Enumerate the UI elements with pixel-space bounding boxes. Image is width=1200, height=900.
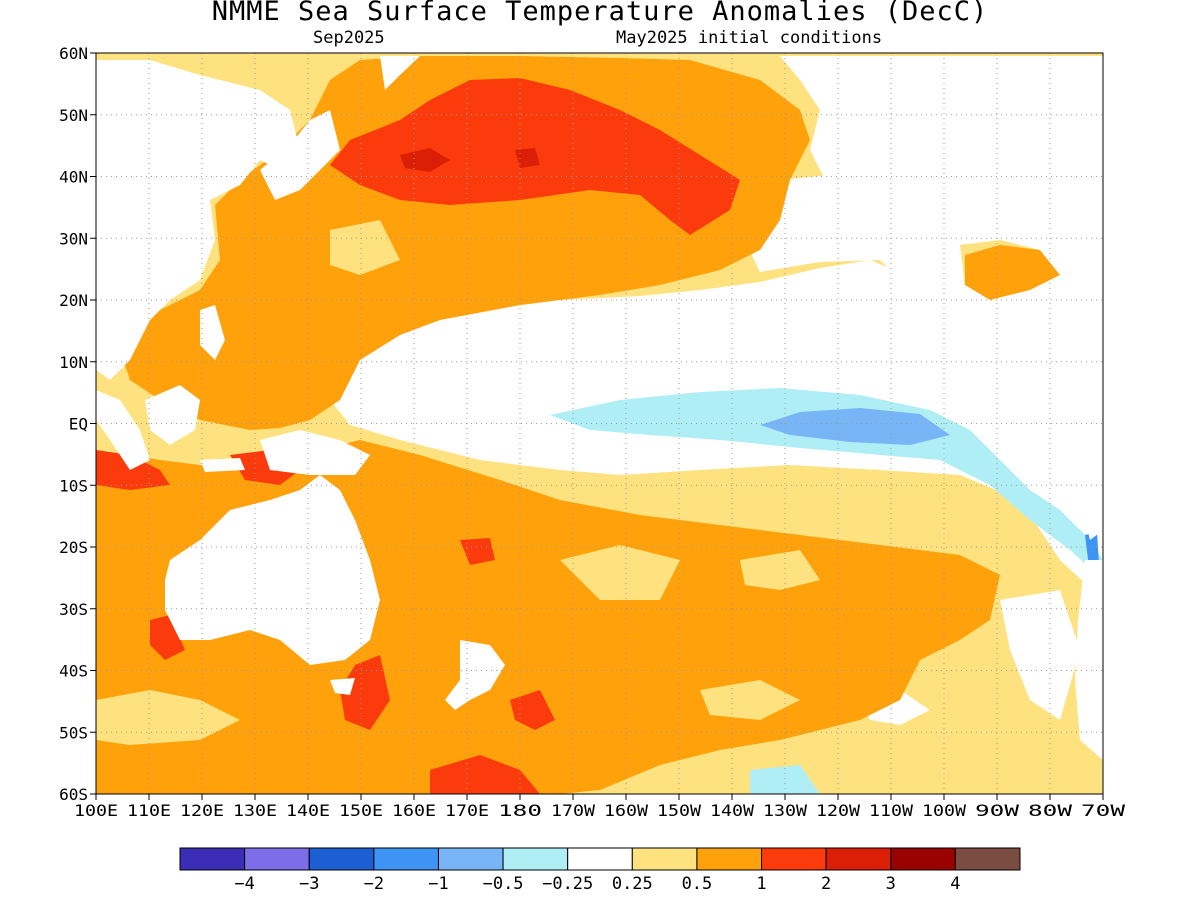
red-sw-pacific-patch: [510, 690, 555, 730]
land-south-america-north: [1050, 370, 1103, 540]
lat-tick-label: 30S: [59, 600, 88, 619]
neg-0-5-cold-core: [760, 408, 950, 445]
colorbar-label: 2: [821, 874, 831, 894]
colorbar-label: 3: [886, 874, 896, 894]
lon-tick-label: 140E: [286, 801, 330, 820]
lat-tick-label: 60S: [59, 785, 88, 804]
lat-tick-label: 10N: [59, 353, 88, 372]
lat-tick-label: 20S: [59, 538, 88, 557]
colorbar-swatch: [437, 847, 504, 871]
land-java: [200, 458, 245, 472]
lon-tick-label: 160E: [392, 801, 436, 820]
lon-tick-label: 140W: [710, 801, 754, 820]
colorbar-swatch: [308, 847, 375, 871]
colorbar-label: 0.25: [612, 874, 653, 894]
lon-tick-label: 110W: [869, 801, 913, 820]
red-west-australia-patch: [150, 615, 185, 660]
colorbar-swatch: [631, 847, 698, 871]
colorbar-swatch: [373, 847, 439, 871]
lon-tick-label: 130E: [233, 801, 277, 820]
lat-tick-label: 40S: [59, 662, 88, 681]
land-kamchatka: [380, 56, 420, 90]
lon-tick-label: 160W: [604, 801, 648, 820]
yellow-north-patch: [330, 220, 400, 275]
lon-tick-label: 70W: [1081, 801, 1126, 820]
yellow-south-patch-3: [700, 680, 800, 720]
lon-tick-label: 90W: [975, 801, 1020, 820]
colorbar-swatch: [954, 847, 1021, 871]
yellow-south-patch-1: [96, 690, 240, 745]
longitude-axis: 100E 110E 120E 130E 140E 150E 160E 170E 180 170W 1…: [74, 794, 1126, 820]
colorbar-swatch: [179, 847, 246, 871]
darkred-patch-1: [400, 148, 450, 172]
latitude-axis: 60N 50N 40N 30N 20N 10N EQ 10S 20S 30S 40S 50S 60S: [59, 44, 96, 804]
lon-tick-label: 150E: [339, 801, 383, 820]
lon-tick-label: 170E: [445, 801, 489, 820]
land-north-america: [690, 56, 1103, 380]
white-patch-4: [1000, 590, 1080, 720]
land-japan: [260, 110, 340, 200]
colorbar-label: 4: [950, 874, 960, 894]
lat-tick-label: EQ: [69, 415, 88, 434]
colorbar-swatch: [890, 847, 956, 871]
land-south-america-south: [1075, 560, 1103, 760]
lat-tick-label: 60N: [59, 44, 88, 63]
lon-tick-label: 100E: [74, 801, 118, 820]
lon-tick-label: 180: [498, 801, 542, 820]
lon-tick-label: 100W: [922, 801, 966, 820]
yellow-south-patch-2: [560, 545, 680, 600]
map-title: NMME Sea Surface Temperature Anomalies (…: [211, 0, 989, 27]
red-small-patch: [460, 538, 495, 565]
land-sumatra: [96, 390, 150, 470]
lat-tick-label: 10S: [59, 476, 88, 495]
red-tasman-patch: [340, 655, 390, 730]
land-tasmania: [330, 678, 355, 695]
lon-tick-label: 170W: [551, 801, 595, 820]
map-gridlines: [96, 53, 1103, 794]
lon-tick-label: 130W: [763, 801, 807, 820]
colorbar: −4 −3 −2 −1 −0.5 −0.25 0.25 0.5 1 2 3 4: [179, 847, 1021, 894]
neg-0-25-south-patch: [750, 765, 820, 794]
red-south-patch: [430, 755, 540, 794]
neg-0-25-equatorial-tongue: [550, 388, 1103, 580]
darkred-patch-2: [515, 148, 540, 168]
lon-tick-label: 150W: [657, 801, 701, 820]
colorbar-label: −2: [364, 874, 384, 894]
yellow-south-patch-4: [740, 550, 820, 590]
colorbar-label: −0.5: [483, 874, 524, 894]
lat-tick-label: 40N: [59, 168, 88, 187]
lat-tick-label: 50S: [59, 723, 88, 742]
colorbar-label: 0.5: [682, 874, 713, 894]
colorbar-label: −4: [234, 874, 254, 894]
land-new-guinea: [260, 430, 370, 475]
initial-conditions-label: May2025 initial conditions: [616, 28, 883, 48]
lon-tick-label: 120W: [816, 801, 860, 820]
land-australia: [165, 475, 380, 665]
colorbar-swatch: [761, 847, 827, 871]
colorbar-swatch: [696, 847, 763, 871]
lon-tick-label: 80W: [1028, 801, 1073, 820]
colorbar-swatch: [567, 847, 633, 871]
colorbar-label: 1: [756, 874, 766, 894]
colorbar-label: −1: [428, 874, 448, 894]
colorbar-swatch: [502, 847, 569, 871]
colorbar-label: −0.25: [542, 874, 593, 894]
lon-tick-label: 120E: [180, 801, 224, 820]
valid-month-label: Sep2025: [313, 28, 385, 48]
land-borneo: [145, 385, 200, 445]
land-new-zealand: [445, 640, 505, 710]
white-east-region: [1000, 320, 1103, 520]
lon-tick-label: 110E: [127, 801, 171, 820]
orange-gulf-of-mexico: [965, 245, 1060, 300]
lat-tick-label: 30N: [59, 229, 88, 248]
colorbar-swatch: [244, 847, 310, 871]
lat-tick-label: 20N: [59, 291, 88, 310]
land-philippines: [200, 305, 225, 360]
map-field: [96, 53, 1103, 794]
colorbar-label: −3: [299, 874, 319, 894]
lat-tick-label: 50N: [59, 106, 88, 125]
red-indian-ocean-patch: [96, 450, 170, 490]
colorbar-swatch: [825, 847, 892, 871]
